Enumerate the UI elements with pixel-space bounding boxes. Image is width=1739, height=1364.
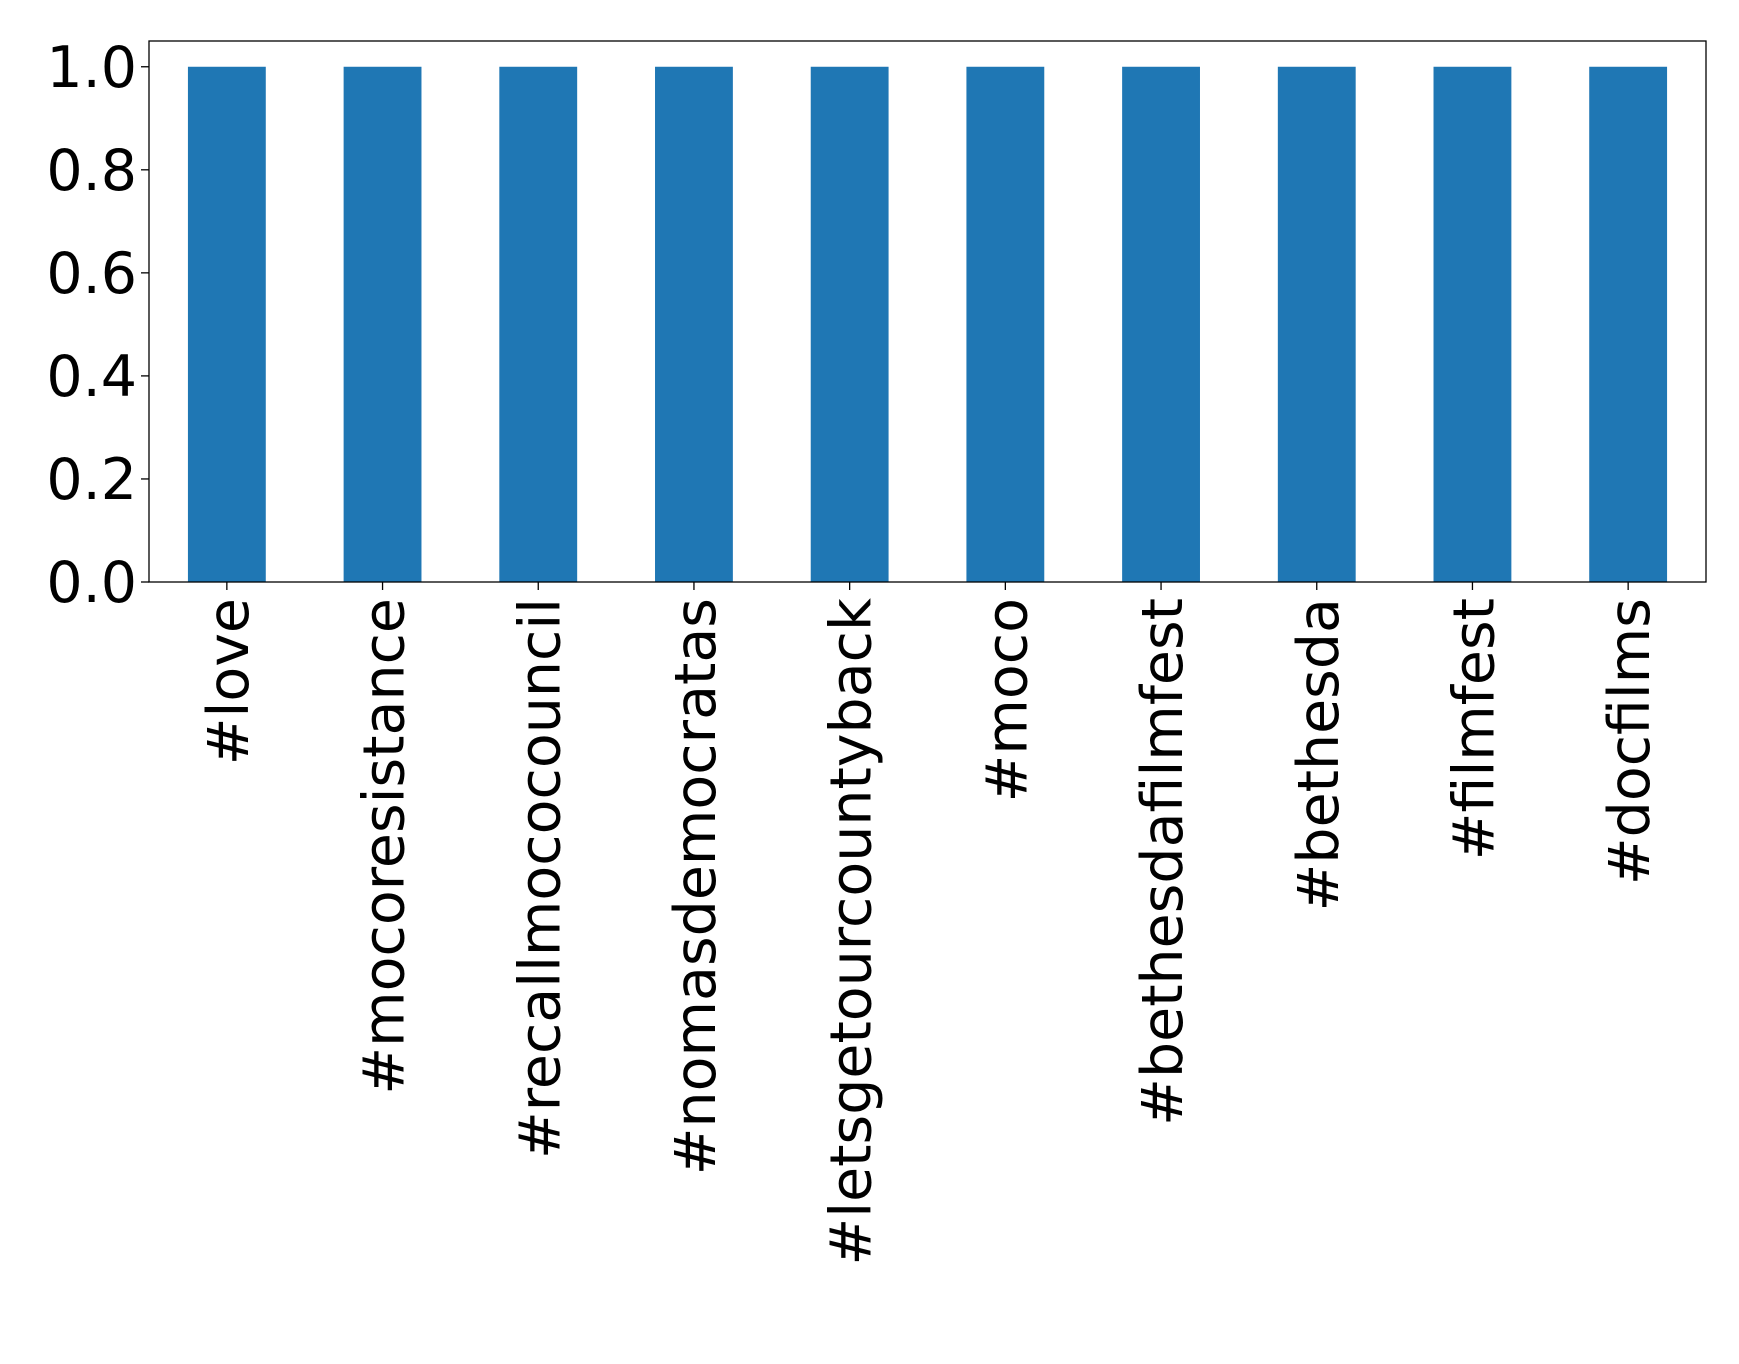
bar-bethesda [1277,66,1356,582]
y-tick-label: 0.4 [46,344,137,410]
bar-docfilms [1589,66,1668,582]
x-tick-label: #docfilms [1597,598,1663,885]
x-tick-label: #recallmococouncil [507,598,573,1159]
y-tick-label: 0.2 [46,447,137,513]
y-tick-label: 0.6 [46,241,137,307]
x-tick-label: #filmfest [1441,598,1507,860]
plot-area-frame [148,40,1707,583]
bars-layer [187,66,1668,582]
x-tick-label: #mocoresistance [352,598,418,1095]
y-tick-label: 0.0 [46,550,137,616]
bar-recallmococouncil [499,66,578,582]
x-tick-label: #nomasdemocratas [663,598,729,1175]
bar-mocoresistance [343,66,422,582]
x-tick-label: #bethesdafilmfest [1130,598,1196,1126]
x-tick-label: #bethesda [1286,598,1352,911]
bar-moco [966,66,1045,582]
x-tick-label: #love [196,598,262,765]
bar-love [187,66,266,582]
y-tick-label: 0.8 [46,138,137,204]
x-tick-label: #moco [974,598,1040,802]
bar-filmfest [1433,66,1512,582]
bar-bethesdafilmfest [1122,66,1200,582]
x-axis: #love #mocoresistance #recallmococouncil #n… [196,582,1663,1266]
bar-letsgetourcountyback [810,66,889,582]
bar-nomasdemocratas [655,66,733,582]
x-tick-label: #letsgetourcountyback [819,598,885,1266]
y-tick-label: 1.0 [46,35,137,101]
y-axis: 0.0 0.2 0.4 0.6 0.8 1.0 [46,35,149,616]
